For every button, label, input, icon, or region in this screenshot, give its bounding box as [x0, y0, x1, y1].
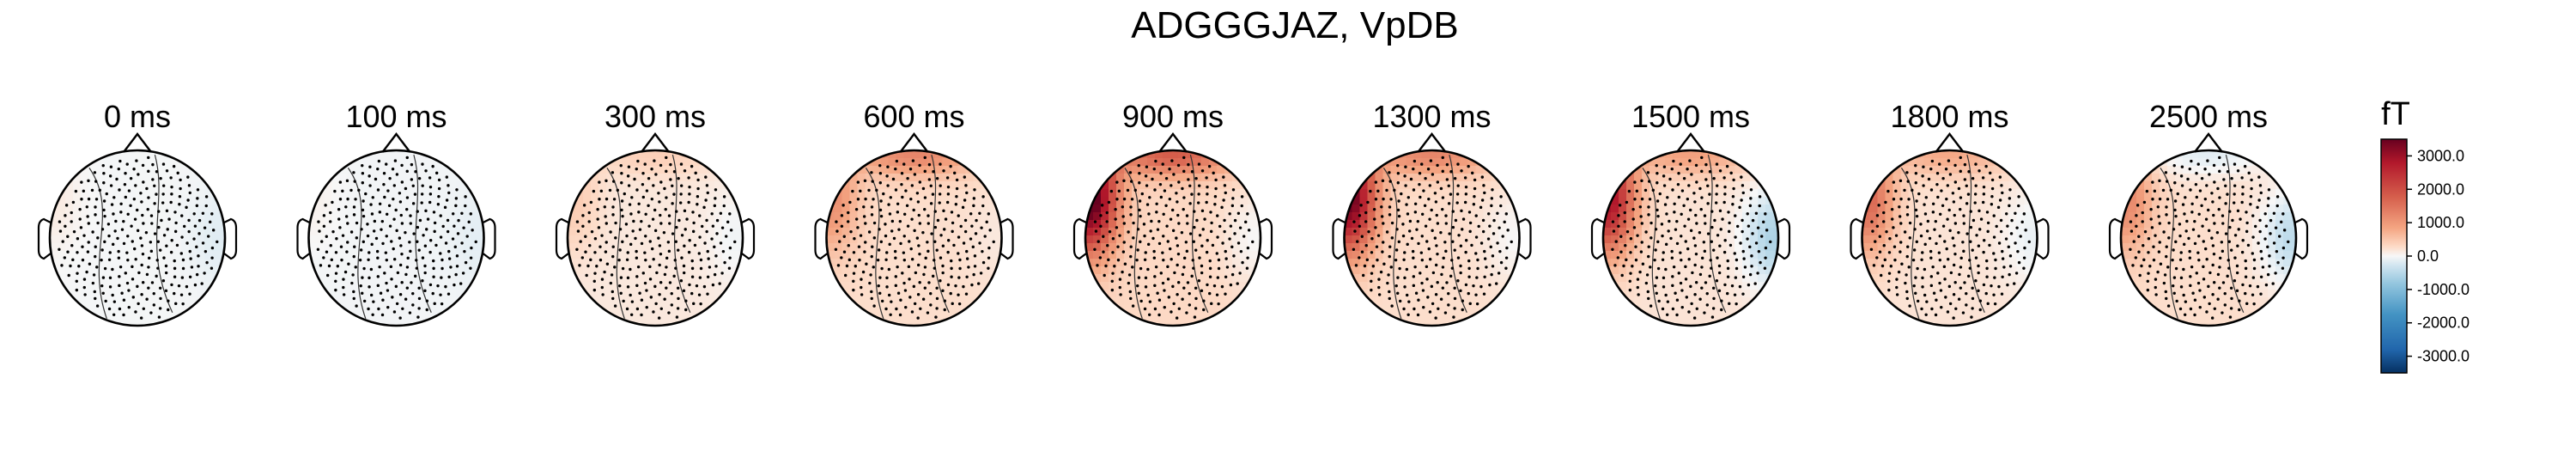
right-ear — [2035, 217, 2050, 260]
colorbar-tick-label: 1000.0 — [2417, 214, 2464, 231]
topomap-panel: 2500 ms — [2108, 99, 2309, 327]
sensor-dots — [1611, 156, 1772, 320]
panel-time-label: 0 ms — [104, 99, 171, 134]
panel-time-label: 1500 ms — [1631, 99, 1750, 134]
right-ear — [1777, 217, 1791, 260]
sensor-dots — [834, 156, 995, 320]
topomap-panel: 1300 ms — [1332, 99, 1532, 327]
sensor-dots — [1093, 156, 1255, 320]
panel-time-label: 300 ms — [605, 99, 706, 134]
head-outline — [1601, 149, 1780, 327]
right-ear — [2294, 217, 2309, 260]
nose — [1417, 132, 1447, 153]
topomap-panel: 0 ms — [37, 99, 238, 327]
contour-line — [1124, 168, 1143, 320]
panel-time-label: 1300 ms — [1372, 99, 1491, 134]
colorbar-tick-label: 2000.0 — [2417, 180, 2464, 198]
colorbar: fT 3000.0 2000.0 1000.0 0.0 -1000.0 -2000.0 -3… — [2380, 96, 2470, 374]
nose — [1158, 132, 1188, 153]
topomap-panel: 900 ms — [1072, 99, 1273, 327]
right-ear — [482, 217, 496, 260]
contour-line — [1382, 168, 1402, 320]
right-ear — [1517, 217, 1532, 260]
colorbar-tick-label: 0.0 — [2417, 247, 2439, 265]
figure-title: ADGGGJAZ, VpDB — [1131, 4, 1458, 46]
colorbar-label: fT — [2381, 96, 2410, 132]
colorbar-ticks: 3000.0 2000.0 1000.0 0.0 -1000.0 -2000.0 -3000… — [2407, 147, 2470, 365]
left-ear — [2108, 217, 2123, 260]
panel-time-label: 100 ms — [345, 99, 447, 134]
head-outline — [48, 149, 227, 327]
right-ear — [1259, 217, 1273, 260]
contour-line — [1642, 168, 1661, 320]
contour-line — [154, 154, 173, 313]
contour-line — [606, 168, 625, 320]
nose — [2194, 132, 2223, 153]
contour-line — [1966, 154, 1985, 313]
colorbar-tick-label: -1000.0 — [2417, 281, 2470, 298]
head-outline — [825, 149, 1003, 327]
contour-line — [931, 154, 950, 313]
head-outline — [307, 149, 485, 327]
colorbar-tick-label: -3000.0 — [2417, 348, 2470, 365]
head-outline — [2119, 149, 2298, 327]
contour-line — [413, 154, 432, 313]
nose — [381, 132, 411, 153]
contour-line — [1900, 168, 1920, 320]
left-ear — [555, 217, 569, 260]
topomap-panels: 0 ms 100 ms 300 ms 600 ms 900 ms 1300 ms 1500 … — [37, 99, 2309, 327]
left-ear — [37, 217, 52, 260]
left-ear — [1332, 217, 1346, 260]
colorbar-bar — [2380, 138, 2408, 374]
contour-line — [2160, 168, 2178, 320]
right-ear — [223, 217, 238, 260]
nose — [123, 132, 152, 153]
panel-time-label: 900 ms — [1122, 99, 1224, 134]
topomap-panel: 300 ms — [555, 99, 756, 327]
sensor-dots — [2129, 156, 2290, 320]
panel-time-label: 2500 ms — [2149, 99, 2268, 134]
panel-time-label: 1800 ms — [1890, 99, 2008, 134]
contour-line — [347, 168, 367, 320]
right-ear — [999, 217, 1014, 260]
left-ear — [1072, 217, 1087, 260]
sensor-dots — [1352, 156, 1513, 320]
head-outline — [1343, 149, 1521, 327]
topomap-panel: 100 ms — [296, 99, 496, 327]
head-outline — [1084, 149, 1262, 327]
contour-line — [2225, 154, 2245, 313]
topomap-panel: 1500 ms — [1590, 99, 1791, 327]
sensor-dots — [316, 156, 477, 320]
contour-line — [88, 168, 107, 320]
head-outline — [566, 149, 744, 327]
nose — [899, 132, 929, 153]
contour-line — [1707, 154, 1727, 313]
left-ear — [814, 217, 829, 260]
colorbar-tick-label: 3000.0 — [2417, 147, 2464, 164]
sensor-dots — [575, 156, 737, 320]
left-ear — [1850, 217, 1864, 260]
topomap-panel: 1800 ms — [1850, 99, 2050, 327]
left-ear — [296, 217, 311, 260]
contour-line — [671, 154, 691, 313]
colorbar-tick-label: -2000.0 — [2417, 314, 2470, 332]
nose — [641, 132, 670, 153]
contour-line — [865, 168, 884, 320]
left-ear — [1590, 217, 1605, 260]
topomap-panel: 600 ms — [814, 99, 1014, 327]
contour-line — [1449, 154, 1467, 313]
sensor-dots — [58, 156, 219, 320]
contour-line — [1189, 154, 1209, 313]
head-outline — [1861, 149, 2038, 327]
sensor-dots — [1869, 156, 2031, 320]
nose — [1676, 132, 1705, 153]
panel-time-label: 600 ms — [863, 99, 964, 134]
right-ear — [741, 217, 756, 260]
nose — [1935, 132, 1965, 153]
